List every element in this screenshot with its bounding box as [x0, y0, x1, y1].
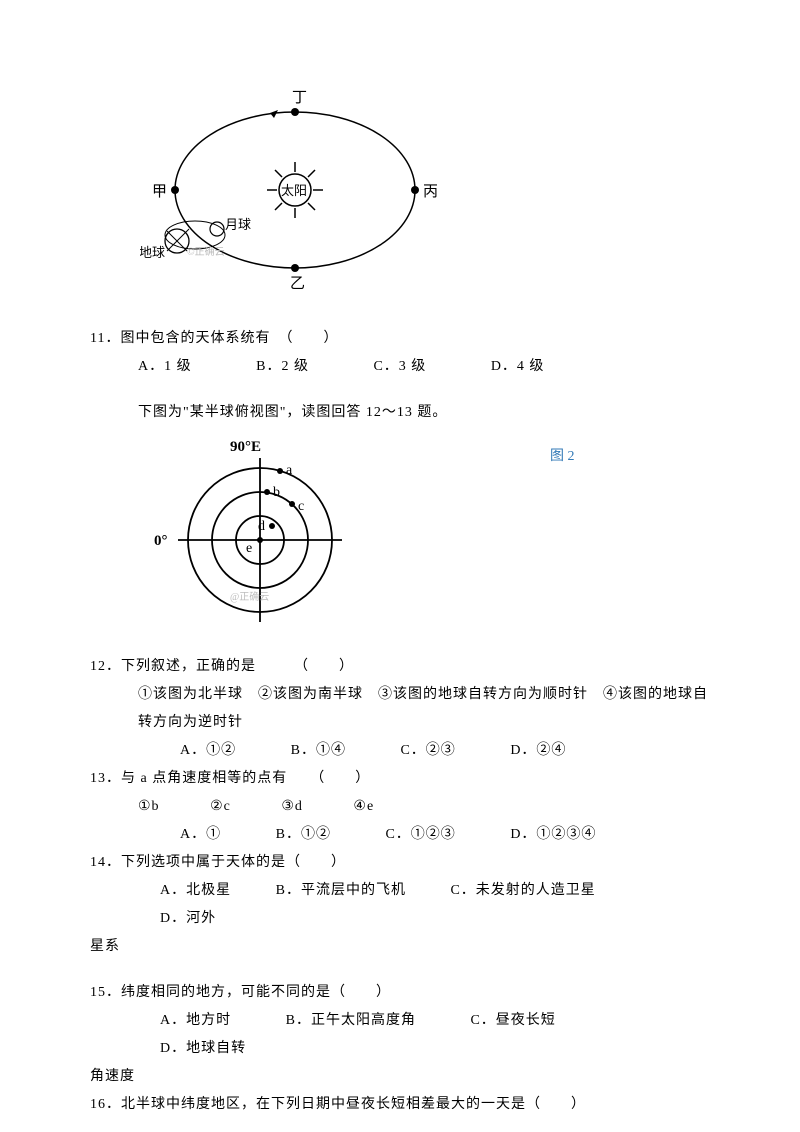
- q14-opt-b: B．平流层中的飞机: [276, 877, 406, 905]
- q15-opt-b: B．正午太阳高度角: [286, 1007, 416, 1035]
- pt-c: c: [298, 499, 304, 514]
- q14-text: 14．下列选项中属于天体的是（ ）: [90, 849, 710, 877]
- q12-opt-a: A．①②: [180, 737, 236, 765]
- q15-text: 15．纬度相同的地方，可能不同的是（ ）: [90, 979, 710, 1007]
- pt-b: b: [273, 485, 280, 500]
- q13-n2: ②c: [210, 793, 231, 821]
- q13-n3: ③d: [281, 793, 303, 821]
- q12-opt-c: C．②③: [400, 737, 455, 765]
- q13-opt-d: D．①②③④: [510, 821, 596, 849]
- q15-opt-d: D．地球自转: [160, 1035, 246, 1063]
- watermark-1: ©正确云: [187, 245, 225, 258]
- label-right: 丙: [423, 184, 438, 200]
- q12-opt-d: D．②④: [510, 737, 566, 765]
- q11-opt-b: B．2 级: [256, 353, 309, 381]
- q14-opt-a: A．北极星: [160, 877, 231, 905]
- label-bottom: 乙: [290, 276, 305, 292]
- q15-opt-c: C．昼夜长短: [470, 1007, 555, 1035]
- q14-opt-d: D．河外: [160, 905, 216, 933]
- q13-opt-c: C．①②③: [385, 821, 455, 849]
- q12-opt-b: B．①④: [291, 737, 346, 765]
- label-90e: 90°E: [230, 439, 261, 455]
- sun-label: 太阳: [281, 183, 307, 198]
- label-left: 甲: [152, 184, 167, 200]
- q14-tail: 星系: [90, 933, 710, 961]
- q13-n1: ①b: [138, 793, 160, 821]
- q13-opt-b: B．①②: [276, 821, 331, 849]
- q15-options: A．地方时 B．正午太阳高度角 C．昼夜长短 D．地球自转: [90, 1007, 710, 1063]
- pt-d: d: [258, 519, 265, 534]
- pt-e: e: [246, 541, 252, 556]
- q15-tail: 角速度: [90, 1063, 710, 1091]
- earth-label: 地球: [140, 245, 165, 260]
- q14-opt-c: C．未发射的人造卫星: [450, 877, 595, 905]
- moon-label: 月球: [225, 217, 251, 232]
- q11-opt-c: C．3 级: [373, 353, 426, 381]
- label-top: 丁: [292, 90, 307, 106]
- pt-a: a: [286, 463, 293, 478]
- figure-2-label: 图 2: [550, 445, 575, 465]
- q12-text: 12．下列叙述，正确的是 （ ）: [90, 653, 710, 681]
- q11-options: A．1 级 B．2 级 C．3 级 D．4 级: [90, 353, 710, 381]
- q12-stmt-line1: ①该图为北半球 ②该图为南半球 ③该图的地球自转方向为顺时针 ④该图的地球自: [90, 681, 710, 709]
- q15-opt-a: A．地方时: [160, 1007, 231, 1035]
- q11-opt-a: A．1 级: [138, 353, 192, 381]
- q11-text: 11．图中包含的天体系统有 （ ）: [90, 325, 710, 353]
- q13-options: A．① B．①② C．①②③ D．①②③④: [90, 821, 710, 849]
- q14-options: A．北极星 B．平流层中的飞机 C．未发射的人造卫星 D．河外: [90, 877, 710, 933]
- hemisphere-diagram-wrap: a b c d e @正确云 90°E 0° 图 2: [150, 435, 710, 635]
- watermark-2: @正确云: [230, 590, 269, 603]
- q13-nums: ①b ②c ③d ④e: [90, 793, 710, 821]
- intro-12-13: 下图为"某半球俯视图"，读图回答 12～13 题。: [90, 399, 710, 427]
- hemisphere-diagram: a b c d e @正确云 90°E 0°: [150, 435, 360, 635]
- label-0: 0°: [154, 533, 168, 549]
- orbit-diagram: 丁 丙 乙 甲 太阳 地球 月球 ©正确云: [140, 80, 710, 305]
- q13-n4: ④e: [353, 793, 374, 821]
- q16-text: 16．北半球中纬度地区，在下列日期中昼夜长短相差最大的一天是（ ）: [90, 1091, 710, 1119]
- q11-opt-d: D．4 级: [491, 353, 545, 381]
- q12-options: A．①② B．①④ C．②③ D．②④: [90, 737, 710, 765]
- q12-stmt-line2: 转方向为逆时针: [90, 709, 710, 737]
- q13-text: 13．与 a 点角速度相等的点有 （ ）: [90, 765, 710, 793]
- q13-opt-a: A．①: [180, 821, 221, 849]
